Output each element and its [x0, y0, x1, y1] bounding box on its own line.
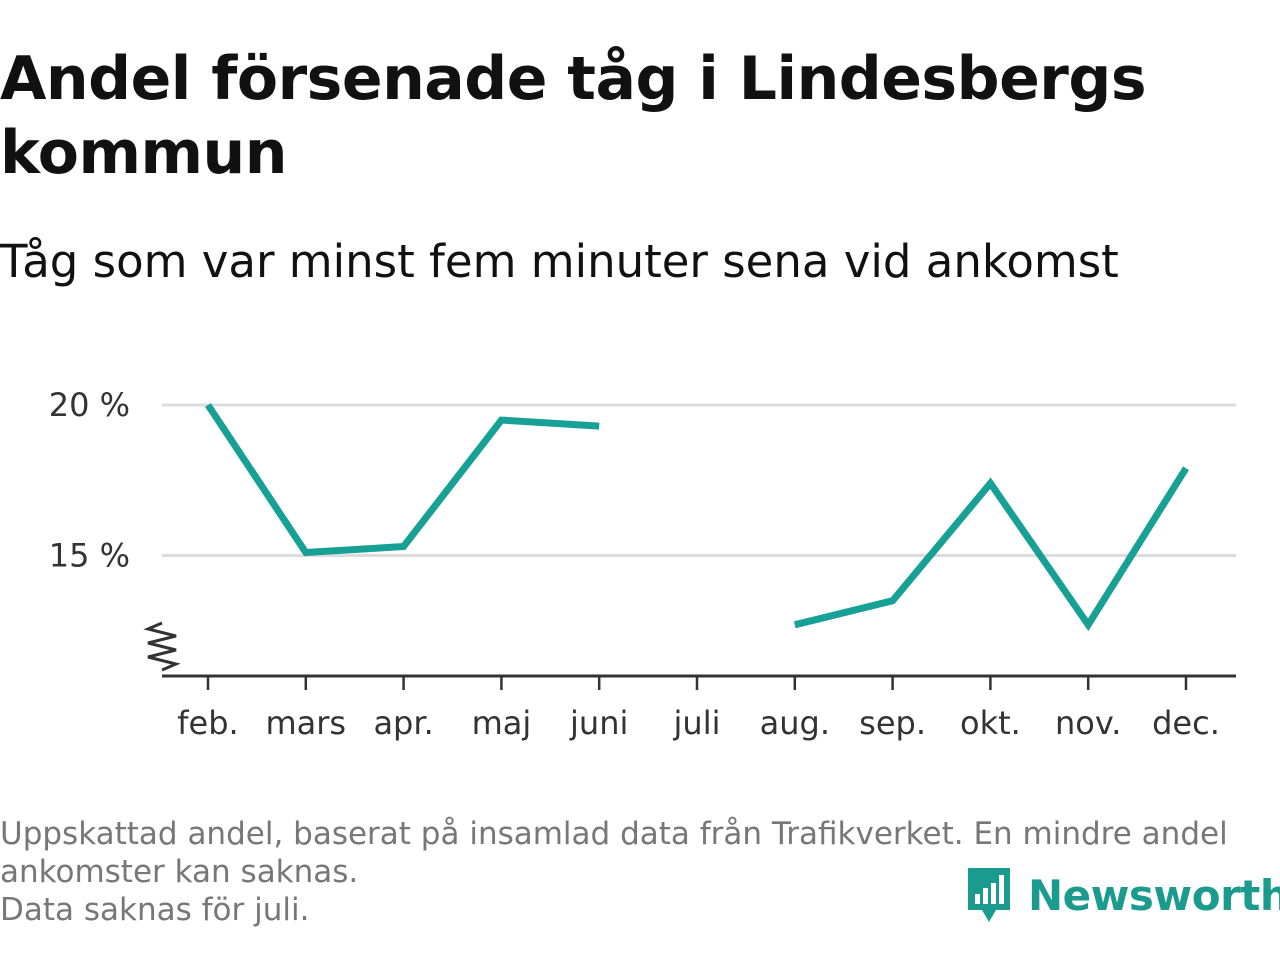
grid: [162, 403, 1236, 558]
x-tick-label: nov.: [1055, 704, 1121, 742]
x-tick-label: maj: [472, 704, 532, 742]
chart-subtitle: Tåg som var minst fem minuter sena vid a…: [0, 235, 1119, 288]
x-tick-label: sep.: [859, 704, 926, 742]
x-tick-label: feb.: [177, 704, 238, 742]
x-tick-label: mars: [265, 704, 346, 742]
newsworthy-logo-text: Newsworthy: [1028, 870, 1280, 920]
y-tick-label: 15 %: [49, 537, 130, 575]
footnote-missing-data: Data saknas för juli.: [0, 892, 310, 928]
x-tick-label: apr.: [373, 704, 433, 742]
series-line-segment: [205, 403, 600, 557]
x-tick-label: aug.: [760, 704, 830, 742]
x-tick-label: juni: [569, 704, 628, 742]
y-tick-label: 20 %: [49, 386, 130, 424]
series-line-segment: [793, 466, 1189, 632]
newsworthy-logo: Newsworthy: [964, 864, 1280, 926]
y-axis-break-icon: [143, 621, 181, 672]
series-lines: [205, 403, 1189, 632]
footnotes: Uppskattad andel, baserat på insamlad da…: [0, 815, 1270, 929]
y-axis-ticks: 15 % 20 %: [49, 386, 130, 575]
footnote-source: Uppskattad andel, baserat på insamlad da…: [0, 816, 1228, 890]
x-axis-ticks: feb. mars apr. maj juni juli aug. sep. okt. nov. d…: [177, 676, 1220, 742]
chart-title: Andel försenade tåg i Lindesbergs kommun: [0, 44, 1147, 188]
x-tick-label: dec.: [1152, 704, 1220, 742]
x-tick-label: okt.: [960, 704, 1021, 742]
x-tick-label: juli: [673, 704, 721, 742]
newsworthy-logo-icon: [968, 868, 1010, 922]
line-chart: 15 % 20 % feb. mars apr. maj juni juli aug. sep.…: [49, 386, 1236, 742]
